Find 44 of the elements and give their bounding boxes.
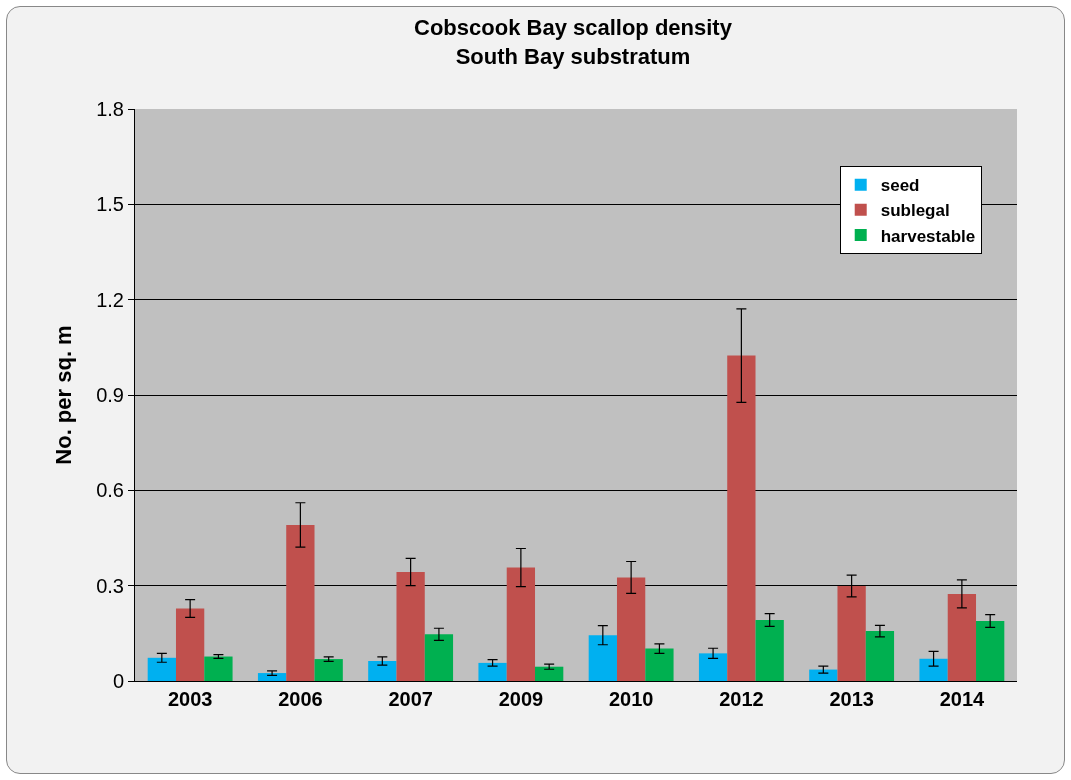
bar — [424, 634, 454, 681]
y-tick-label: 0 — [112, 670, 124, 692]
bar — [616, 577, 646, 681]
bar — [175, 608, 205, 681]
bar — [314, 659, 343, 681]
bar — [919, 658, 948, 681]
x-tick-label: 2012 — [719, 688, 764, 710]
y-tick-label: 1.2 — [96, 288, 124, 311]
x-tick-label: 2013 — [829, 688, 874, 710]
chart-subtitle: South Bay substratum — [455, 43, 691, 69]
bar — [478, 662, 507, 681]
bar — [865, 631, 895, 681]
chart-title: Cobscook Bay scallop density — [414, 15, 733, 41]
legend-label: harvestable — [880, 226, 976, 246]
bar — [645, 648, 674, 681]
bar — [535, 666, 564, 681]
bar — [755, 619, 784, 681]
y-tick-label: 0.9 — [96, 384, 124, 406]
y-axis-title: No. per sq. m — [50, 325, 76, 465]
x-tick-label: 2007 — [388, 688, 433, 710]
y-tick-label: 0.6 — [96, 479, 124, 502]
bar — [368, 660, 397, 681]
bar — [147, 657, 176, 681]
bar — [204, 656, 233, 681]
x-tick-label: 2006 — [278, 688, 323, 710]
x-tick-label: 2010 — [608, 688, 654, 710]
legend-label: sublegal — [880, 201, 950, 221]
bar — [698, 653, 728, 681]
bar — [947, 593, 977, 681]
y-tick-label: 1.5 — [96, 193, 124, 216]
y-tick-label: 0.3 — [96, 574, 124, 597]
bar — [257, 673, 287, 681]
bar — [976, 620, 1005, 681]
bar — [837, 585, 866, 681]
bar — [396, 572, 425, 681]
x-tick-label: 2009 — [498, 688, 544, 710]
bar — [588, 635, 617, 681]
bar — [506, 567, 536, 681]
bar — [727, 355, 756, 681]
legend-label: seed — [880, 176, 920, 196]
y-tick-label: 1.8 — [96, 98, 124, 120]
x-tick-label: 2003 — [167, 688, 213, 710]
x-tick-label: 2014 — [939, 688, 985, 710]
bar — [286, 524, 315, 681]
